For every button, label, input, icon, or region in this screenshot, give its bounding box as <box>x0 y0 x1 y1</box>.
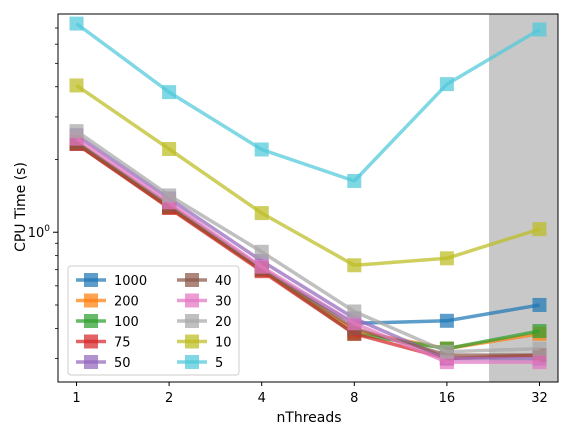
legend-swatch-marker <box>84 273 98 287</box>
data-point <box>347 258 362 273</box>
legend-swatch-marker <box>84 334 98 349</box>
x-tick-label: 32 <box>531 391 548 406</box>
shaded-region <box>489 14 558 382</box>
data-point <box>532 341 547 356</box>
legend-swatch-marker <box>185 334 199 349</box>
legend: 1000 200 100 75 50 40 30 20 10 5 <box>67 265 240 376</box>
legend-item-5: 5 <box>177 355 223 371</box>
data-point <box>532 22 547 37</box>
y-axis-label: CPU Time (s) <box>13 162 29 252</box>
data-point <box>532 297 547 312</box>
data-point <box>162 85 177 100</box>
legend-swatch-marker <box>185 355 199 369</box>
series-line <box>75 83 541 268</box>
legend-label: 100 <box>114 315 139 330</box>
legend-label: 50 <box>114 356 131 371</box>
legend-label: 30 <box>215 295 232 310</box>
data-point <box>162 142 177 157</box>
y-tick-label: 100 <box>28 224 51 241</box>
x-tick-label: 2 <box>165 391 173 406</box>
legend-item-20: 20 <box>177 314 232 330</box>
legend-item-50: 50 <box>76 355 131 371</box>
data-point <box>439 77 454 92</box>
legend-swatch-marker <box>84 314 98 328</box>
x-tick-label: 8 <box>350 391 358 406</box>
series-line <box>75 137 540 364</box>
legend-label: 200 <box>114 295 139 310</box>
data-point <box>347 316 362 331</box>
legend-item-200: 200 <box>76 293 139 310</box>
legend-swatch-marker <box>84 355 98 369</box>
series-line <box>75 129 540 354</box>
data-point <box>439 344 454 359</box>
legend-item-40: 40 <box>177 273 232 289</box>
series-layer <box>69 16 547 370</box>
legend-label: 5 <box>215 356 223 371</box>
series-line <box>75 22 541 183</box>
data-point <box>439 313 454 328</box>
legend-label: 40 <box>215 274 232 289</box>
x-ticks: 1 2 4 8 16 32 <box>72 382 548 406</box>
data-point <box>254 244 269 259</box>
legend-label: 10 <box>215 336 232 351</box>
plot-frame <box>57 13 559 383</box>
data-point <box>162 188 177 203</box>
series-20 <box>69 124 547 359</box>
legend-item-10: 10 <box>177 334 232 351</box>
y-ticks: 100 <box>28 27 58 359</box>
series-line <box>75 140 540 357</box>
legend-item-100: 100 <box>76 314 139 330</box>
data-point <box>532 222 547 237</box>
legend-label: 75 <box>114 336 131 351</box>
legend-item-30: 30 <box>177 293 232 310</box>
data-point <box>69 16 84 31</box>
x-tick-label: 1 <box>72 391 80 406</box>
series-10 <box>69 78 547 273</box>
series-5 <box>69 16 547 188</box>
x-tick-label: 16 <box>439 391 456 406</box>
data-point <box>69 78 84 93</box>
data-point <box>69 124 84 139</box>
legend-swatch-marker <box>185 273 199 287</box>
legend-label: 20 <box>215 315 232 330</box>
legend-label: 1000 <box>114 274 147 289</box>
data-point <box>347 304 362 319</box>
legend-swatch-marker <box>185 314 199 328</box>
data-point <box>439 251 454 266</box>
data-point <box>254 206 269 221</box>
data-point <box>254 259 269 274</box>
series-line <box>75 133 540 361</box>
x-axis-label: nThreads <box>276 410 341 426</box>
legend-swatch-marker <box>185 293 199 308</box>
x-tick-label: 4 <box>258 391 266 406</box>
legend-item-1000: 1000 <box>76 273 147 289</box>
legend-swatch-marker <box>84 293 98 308</box>
legend-item-75: 75 <box>76 334 131 351</box>
data-point <box>347 173 362 188</box>
data-point <box>532 324 547 339</box>
data-point <box>532 355 547 370</box>
data-point <box>254 142 269 157</box>
